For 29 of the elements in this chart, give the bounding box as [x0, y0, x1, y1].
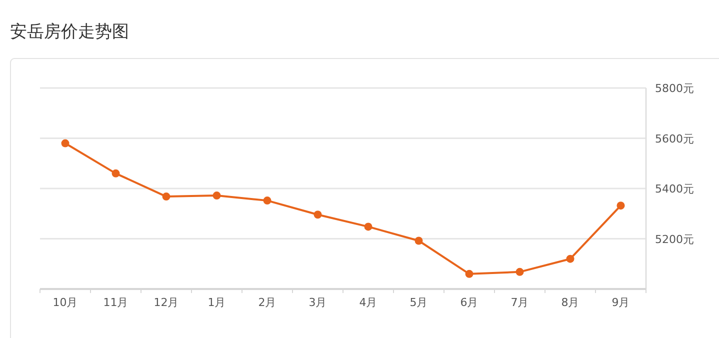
point [112, 169, 120, 178]
x-tick-label: 1月 [208, 296, 226, 309]
y-tick-label: 5600元 [655, 132, 694, 146]
x-tick-label: 12月 [154, 296, 179, 309]
x-tick-label: 3月 [308, 296, 327, 309]
point [263, 196, 272, 205]
point [162, 192, 170, 201]
x-tick-label: 2月 [258, 296, 276, 309]
y-tick-label: 5200元 [655, 232, 694, 246]
point [566, 254, 574, 263]
x-tick-label: 9月 [612, 296, 630, 309]
x-tick-label: 8月 [561, 296, 580, 309]
x-tick-label: 6月 [460, 296, 478, 309]
point [414, 236, 423, 245]
point [364, 222, 372, 231]
title: 安岳房价走势图 [10, 22, 129, 42]
x-tick-label: 7月 [510, 296, 529, 309]
point [616, 202, 625, 210]
y-tick-label: 5400元 [655, 182, 694, 196]
x-tick-label: 5月 [410, 296, 428, 309]
point [465, 270, 474, 278]
x-tick-label: 11月 [103, 296, 128, 309]
point [61, 139, 70, 148]
point [314, 210, 322, 219]
x-tick-label: 4月 [359, 296, 378, 309]
x-tick-label: 10月 [52, 296, 78, 309]
point [212, 192, 221, 200]
y-tick-label: 5800元 [655, 82, 694, 95]
point [516, 268, 524, 276]
